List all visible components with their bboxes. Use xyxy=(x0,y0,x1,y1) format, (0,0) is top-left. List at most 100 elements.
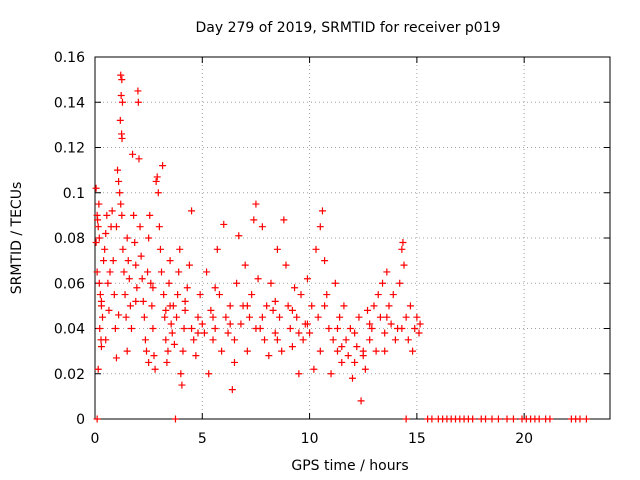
data-point xyxy=(211,325,219,332)
data-point xyxy=(374,291,382,299)
data-point xyxy=(183,284,191,292)
data-point xyxy=(95,279,103,287)
data-point xyxy=(173,313,181,321)
y-tick-label: 0 xyxy=(76,412,85,428)
data-point xyxy=(316,347,324,355)
x-tick-label: 15 xyxy=(408,431,426,447)
y-axis-title: SRMTID / TECUs xyxy=(9,182,25,295)
data-point xyxy=(132,297,140,305)
x-tick-label: 10 xyxy=(301,431,319,447)
data-point xyxy=(116,189,124,197)
data-point xyxy=(102,336,110,344)
data-point xyxy=(321,257,329,265)
data-point xyxy=(396,279,404,287)
data-point xyxy=(154,189,162,197)
data-point xyxy=(280,216,288,224)
data-point xyxy=(181,297,189,305)
data-point xyxy=(99,313,107,321)
data-point xyxy=(123,347,131,355)
data-point xyxy=(192,352,200,360)
data-point xyxy=(133,284,141,292)
data-point xyxy=(159,162,167,170)
data-point xyxy=(115,311,123,319)
data-point xyxy=(494,415,502,423)
data-point xyxy=(342,336,350,344)
data-point xyxy=(376,313,384,321)
data-point xyxy=(127,325,135,332)
data-point xyxy=(151,365,159,373)
data-point xyxy=(158,268,166,276)
data-point xyxy=(400,261,408,269)
data-point xyxy=(119,245,127,253)
data-point xyxy=(129,150,137,158)
plot-frame xyxy=(94,56,611,420)
data-point xyxy=(203,268,211,276)
data-point xyxy=(379,279,387,287)
data-point xyxy=(288,343,296,351)
data-point xyxy=(361,365,369,373)
data-point xyxy=(155,223,163,231)
data-point xyxy=(243,302,251,310)
data-point xyxy=(314,313,322,321)
data-point xyxy=(196,291,204,299)
y-tick-label: 0.02 xyxy=(54,367,85,383)
data-point xyxy=(150,352,158,360)
data-point xyxy=(215,291,223,299)
data-point xyxy=(93,415,101,423)
data-point xyxy=(299,336,307,344)
data-point xyxy=(248,291,256,299)
data-point xyxy=(175,268,183,276)
data-point xyxy=(402,313,410,321)
y-tick-label: 0.16 xyxy=(54,50,85,66)
data-point xyxy=(254,275,262,283)
data-point xyxy=(123,234,131,242)
data-point xyxy=(125,275,133,283)
data-point xyxy=(295,370,303,378)
data-point xyxy=(112,354,120,362)
data-point xyxy=(261,336,269,344)
data-point xyxy=(359,352,367,360)
data-point xyxy=(273,336,281,344)
data-point xyxy=(258,313,266,321)
data-point xyxy=(200,329,208,337)
data-point xyxy=(161,313,169,321)
data-point xyxy=(252,325,260,332)
data-point xyxy=(303,320,311,328)
data-point xyxy=(404,336,412,344)
data-point xyxy=(103,211,111,219)
data-point xyxy=(111,325,119,332)
data-point xyxy=(93,268,101,276)
data-point xyxy=(194,329,202,337)
data-point xyxy=(336,313,344,321)
data-point xyxy=(402,415,410,423)
data-point xyxy=(224,329,232,337)
data-point xyxy=(190,336,198,344)
data-point xyxy=(415,329,423,337)
data-point xyxy=(170,340,178,348)
data-point xyxy=(333,347,341,355)
data-point xyxy=(139,297,147,305)
data-point xyxy=(398,325,406,332)
data-point xyxy=(165,279,173,287)
data-point xyxy=(140,313,148,321)
data-point xyxy=(218,347,226,355)
data-point xyxy=(162,336,170,344)
data-point xyxy=(416,320,424,328)
data-point xyxy=(180,325,188,332)
data-point xyxy=(291,284,299,292)
data-point xyxy=(177,370,185,378)
data-point xyxy=(323,291,331,299)
data-point xyxy=(469,415,477,423)
data-point xyxy=(121,291,129,299)
data-point xyxy=(118,211,126,219)
data-point xyxy=(286,325,294,332)
data-point xyxy=(118,98,126,106)
data-point xyxy=(535,415,543,423)
data-point xyxy=(122,313,130,321)
data-point xyxy=(136,223,144,231)
data-point xyxy=(106,268,114,276)
data-point xyxy=(188,325,196,332)
data-point xyxy=(131,239,139,247)
data-point xyxy=(228,386,236,394)
data-point xyxy=(381,329,389,337)
